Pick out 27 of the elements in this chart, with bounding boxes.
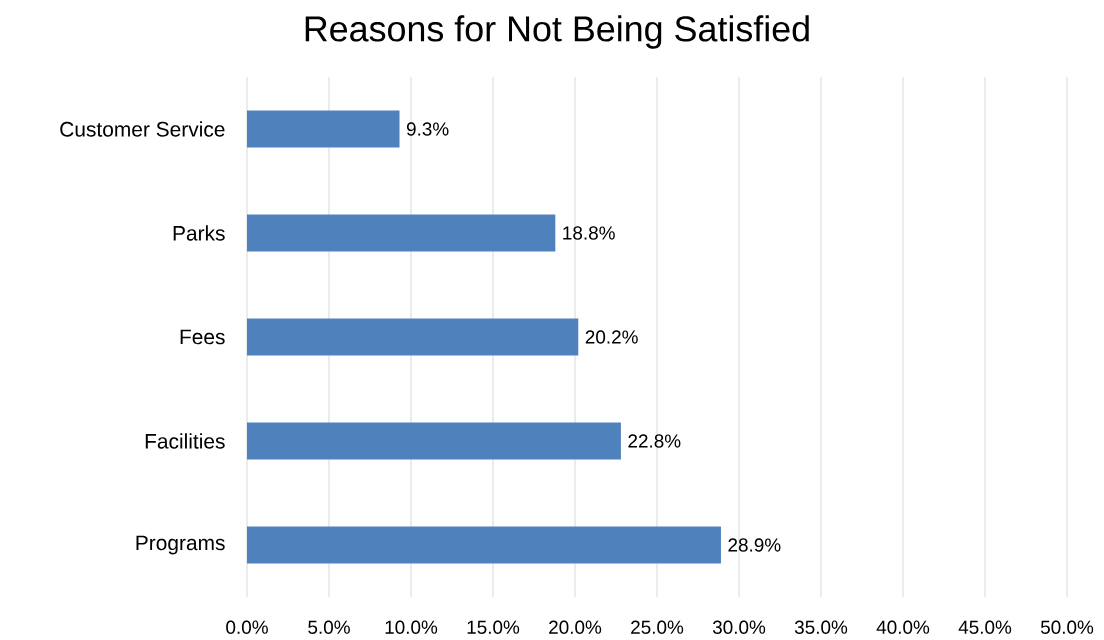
bar: [247, 318, 579, 356]
x-tick-label: 10.0%: [385, 620, 438, 634]
data-label: 28.9%: [728, 538, 781, 552]
x-tick-label: 25.0%: [631, 620, 684, 634]
x-tick-label: 30.0%: [712, 620, 766, 634]
x-tick-label: 20.0%: [549, 620, 602, 634]
bar: [247, 526, 721, 564]
data-label: 22.8%: [628, 434, 681, 448]
y-tick-label: Parks: [173, 225, 225, 241]
data-label: 9.3%: [406, 122, 449, 136]
bar: [247, 214, 556, 252]
y-tick-label: Facilities: [145, 433, 225, 449]
x-tick-label: 40.0%: [876, 620, 930, 634]
y-tick-label: Programs: [136, 535, 225, 555]
bar: [247, 422, 621, 460]
x-tick-label: 15.0%: [467, 620, 520, 634]
chart-title: Reasons for Not Being Satisfied: [305, 15, 809, 49]
x-tick-label: 50.0%: [1040, 620, 1094, 634]
x-tick-label: 35.0%: [794, 620, 848, 634]
y-tick-label: Fees: [180, 329, 225, 345]
data-label: 20.2%: [585, 330, 638, 344]
x-tick-label: 45.0%: [958, 620, 1012, 634]
bar: [247, 110, 400, 148]
y-tick-label: Customer Service: [60, 121, 225, 137]
data-label: 18.8%: [563, 226, 615, 240]
x-tick-label: 0.0%: [226, 620, 268, 634]
x-tick-label: 5.0%: [308, 620, 350, 634]
